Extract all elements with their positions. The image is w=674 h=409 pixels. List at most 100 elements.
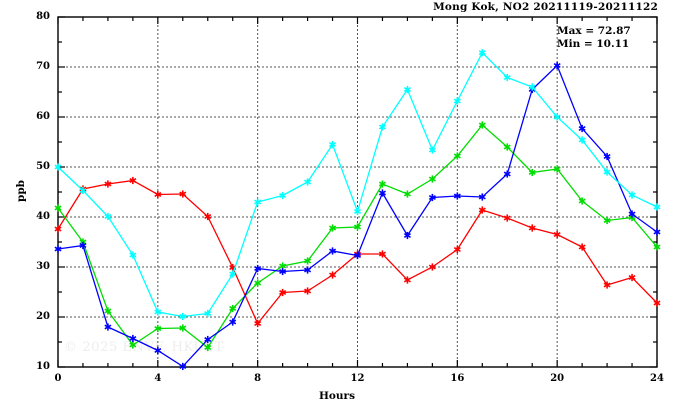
data-marker <box>478 206 486 214</box>
data-marker <box>179 362 187 371</box>
data-marker <box>329 247 337 255</box>
data-marker <box>154 190 162 199</box>
data-marker <box>428 263 436 271</box>
data-marker <box>129 334 137 343</box>
data-marker <box>204 309 212 318</box>
data-marker <box>104 323 112 331</box>
data-marker <box>478 49 486 57</box>
x-tick-label: 4 <box>154 373 162 384</box>
data-marker <box>428 175 436 183</box>
data-marker <box>403 85 411 94</box>
x-tick-label: 0 <box>54 373 62 384</box>
data-marker <box>553 113 561 121</box>
data-marker <box>254 279 262 287</box>
data-marker <box>229 318 237 326</box>
data-marker <box>378 123 386 131</box>
data-marker <box>428 146 436 154</box>
data-marker <box>478 193 486 201</box>
data-marker <box>378 250 386 258</box>
data-marker <box>254 198 262 206</box>
data-marker <box>578 124 586 133</box>
data-marker <box>279 191 287 200</box>
data-marker <box>553 61 561 70</box>
data-marker <box>304 178 312 186</box>
data-marker <box>54 225 62 233</box>
data-marker <box>104 212 112 221</box>
data-marker <box>653 228 661 236</box>
x-tick-label: 20 <box>550 373 565 384</box>
y-tick-label: 10 <box>36 361 50 372</box>
data-marker <box>54 204 62 212</box>
data-marker <box>353 251 362 260</box>
data-marker <box>453 97 461 105</box>
data-marker <box>528 224 536 232</box>
data-marker <box>403 276 411 284</box>
data-marker <box>453 245 461 254</box>
data-marker <box>553 165 561 173</box>
data-marker <box>254 264 262 273</box>
data-marker <box>578 243 586 251</box>
data-marker <box>229 270 237 278</box>
y-tick-label: 50 <box>36 161 50 172</box>
x-tick-label: 12 <box>350 373 365 384</box>
data-marker <box>553 230 561 239</box>
data-marker <box>528 168 536 177</box>
data-marker <box>578 197 586 205</box>
data-marker <box>204 212 212 221</box>
data-series <box>54 61 661 371</box>
data-marker <box>578 136 586 144</box>
data-marker <box>154 346 162 355</box>
data-marker <box>503 214 511 222</box>
data-marker <box>628 210 636 218</box>
data-marker <box>304 257 312 265</box>
y-tick-label: 40 <box>36 211 50 222</box>
y-tick-label: 30 <box>36 261 50 272</box>
data-series <box>54 49 661 321</box>
data-marker <box>279 288 287 297</box>
data-marker <box>628 191 636 199</box>
data-marker <box>304 287 312 295</box>
data-marker <box>478 121 486 129</box>
data-marker <box>129 251 137 259</box>
data-marker <box>79 186 87 195</box>
data-marker <box>503 170 511 178</box>
axis-ticks <box>57 16 658 368</box>
data-marker <box>653 299 661 307</box>
data-marker <box>378 180 386 188</box>
gridlines <box>58 17 657 367</box>
data-marker <box>129 341 137 349</box>
data-marker <box>129 176 137 185</box>
data-marker <box>603 152 611 161</box>
data-marker <box>104 307 112 315</box>
data-marker <box>603 216 611 225</box>
x-tick-label: 24 <box>650 373 664 384</box>
data-marker <box>453 152 461 160</box>
x-tick-label: 8 <box>254 373 262 384</box>
data-marker <box>653 203 661 211</box>
data-marker <box>279 267 287 276</box>
data-marker <box>503 143 511 151</box>
data-marker <box>54 163 62 171</box>
data-marker <box>403 190 411 198</box>
data-marker <box>453 192 461 200</box>
stats-annotation: Max = 72.87 Min = 10.11 <box>557 25 631 51</box>
data-marker <box>204 335 212 344</box>
y-tick-label: 20 <box>36 311 50 322</box>
data-marker <box>254 319 262 328</box>
x-tick-label: 16 <box>450 373 465 384</box>
data-marker <box>304 266 312 274</box>
data-marker <box>353 223 362 231</box>
data-marker <box>179 312 187 321</box>
x-axis-title: Hours <box>318 390 355 402</box>
data-marker <box>603 168 611 176</box>
data-marker <box>329 224 337 232</box>
min-value-label: Min = 10.11 <box>557 38 630 50</box>
data-marker <box>353 207 362 216</box>
y-tick-label: 60 <box>36 111 50 122</box>
data-series <box>54 176 661 328</box>
data-marker <box>229 304 237 313</box>
data-marker <box>154 308 162 316</box>
data-marker <box>403 231 411 240</box>
